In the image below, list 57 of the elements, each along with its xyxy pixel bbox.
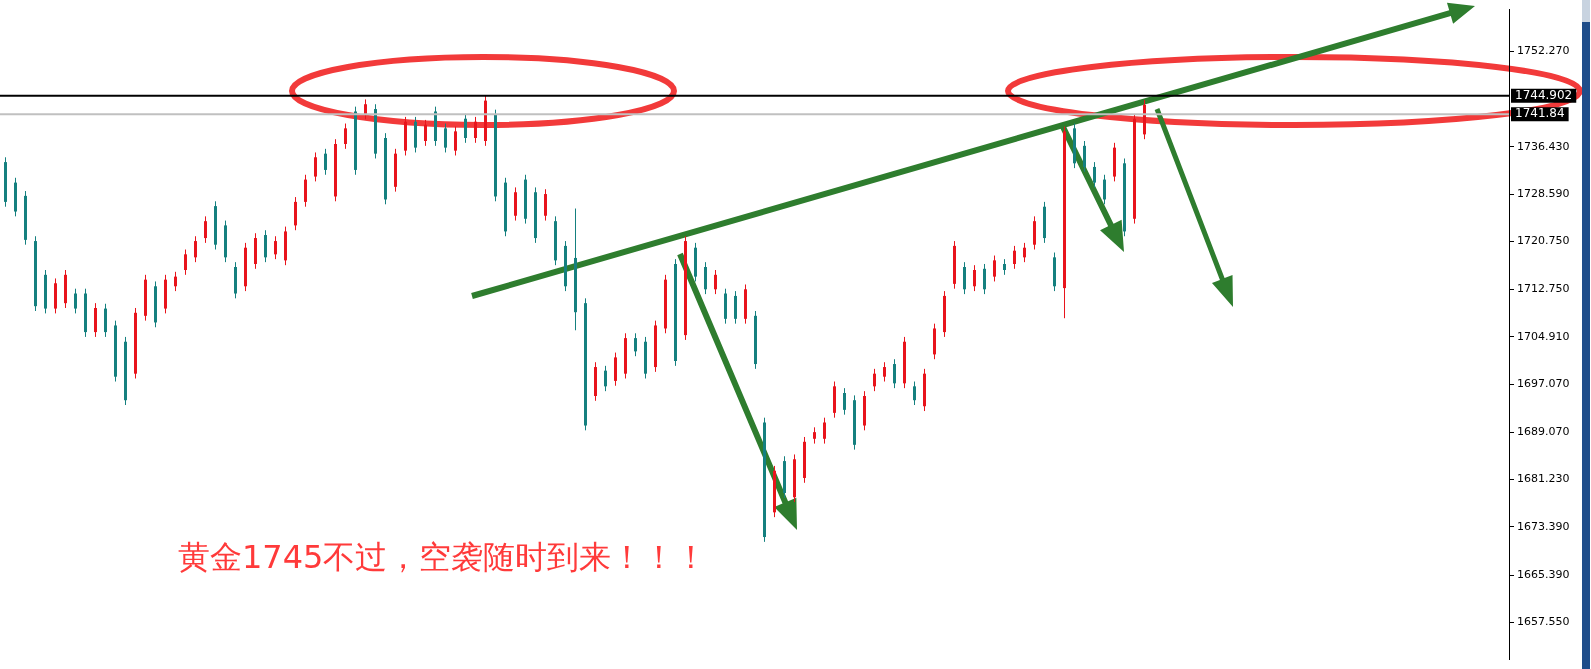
candlestick	[1093, 161, 1096, 188]
candlestick	[843, 387, 846, 416]
candlestick	[314, 151, 317, 182]
annotation: 黄金1745不过，空袭随时到来！！！	[178, 537, 708, 578]
y-tick-label: 1673.390	[1517, 519, 1570, 533]
candlestick	[604, 365, 607, 392]
candlestick	[1103, 174, 1106, 205]
candlestick	[474, 116, 477, 144]
ref-line-label: 1741.84	[1515, 106, 1565, 121]
candlestick	[963, 261, 966, 295]
candlestick	[424, 119, 427, 147]
candlestick	[704, 261, 707, 295]
candlestick	[883, 361, 886, 383]
y-tick-label: 1697.070	[1517, 376, 1570, 390]
candlestick	[104, 303, 107, 338]
candlestick	[614, 352, 617, 387]
candlestick	[514, 186, 517, 222]
y-tick-label: 1712.750	[1517, 282, 1570, 296]
candlestick	[993, 255, 996, 282]
candlestick	[74, 288, 77, 314]
candlestick	[194, 235, 197, 263]
candlestick	[274, 235, 277, 260]
candlestick	[714, 269, 717, 295]
candlestick	[304, 174, 307, 208]
candlestick	[1083, 140, 1086, 173]
candlestick	[1013, 245, 1016, 270]
candlestick	[1023, 242, 1026, 263]
candlestick	[544, 188, 547, 222]
y-tick-label: 1752.270	[1517, 44, 1570, 58]
candlestick	[734, 290, 737, 325]
y-tick-label: 1736.430	[1517, 139, 1570, 153]
candlestick	[823, 417, 826, 445]
candlestick	[174, 271, 177, 292]
candlestick	[444, 123, 447, 153]
candlestick	[324, 148, 327, 176]
candlestick	[973, 264, 976, 292]
candlestick	[983, 263, 986, 295]
y-tick-label: 1681.230	[1517, 472, 1570, 486]
candlestick	[873, 368, 876, 392]
candlestick	[634, 332, 637, 357]
candlestick	[913, 381, 916, 406]
y-tick-label: 1728.590	[1517, 186, 1570, 200]
y-tick-label: 1689.070	[1517, 425, 1570, 439]
candlestick	[893, 358, 896, 389]
candlestick	[454, 126, 457, 156]
candlestick	[344, 123, 347, 150]
candlestick	[184, 249, 187, 276]
y-tick-label: 1720.750	[1517, 234, 1570, 248]
y-tick-label: 1704.910	[1517, 329, 1570, 343]
y-tick-label: 1657.550	[1517, 615, 1570, 629]
ref-line-label: 1744.902	[1515, 87, 1573, 102]
candlestick	[294, 196, 297, 231]
y-tick-label: 1665.390	[1517, 567, 1570, 581]
candlestick	[204, 215, 207, 244]
candlestick	[264, 229, 267, 263]
candlestick	[1033, 215, 1036, 251]
candlestick	[464, 113, 467, 144]
